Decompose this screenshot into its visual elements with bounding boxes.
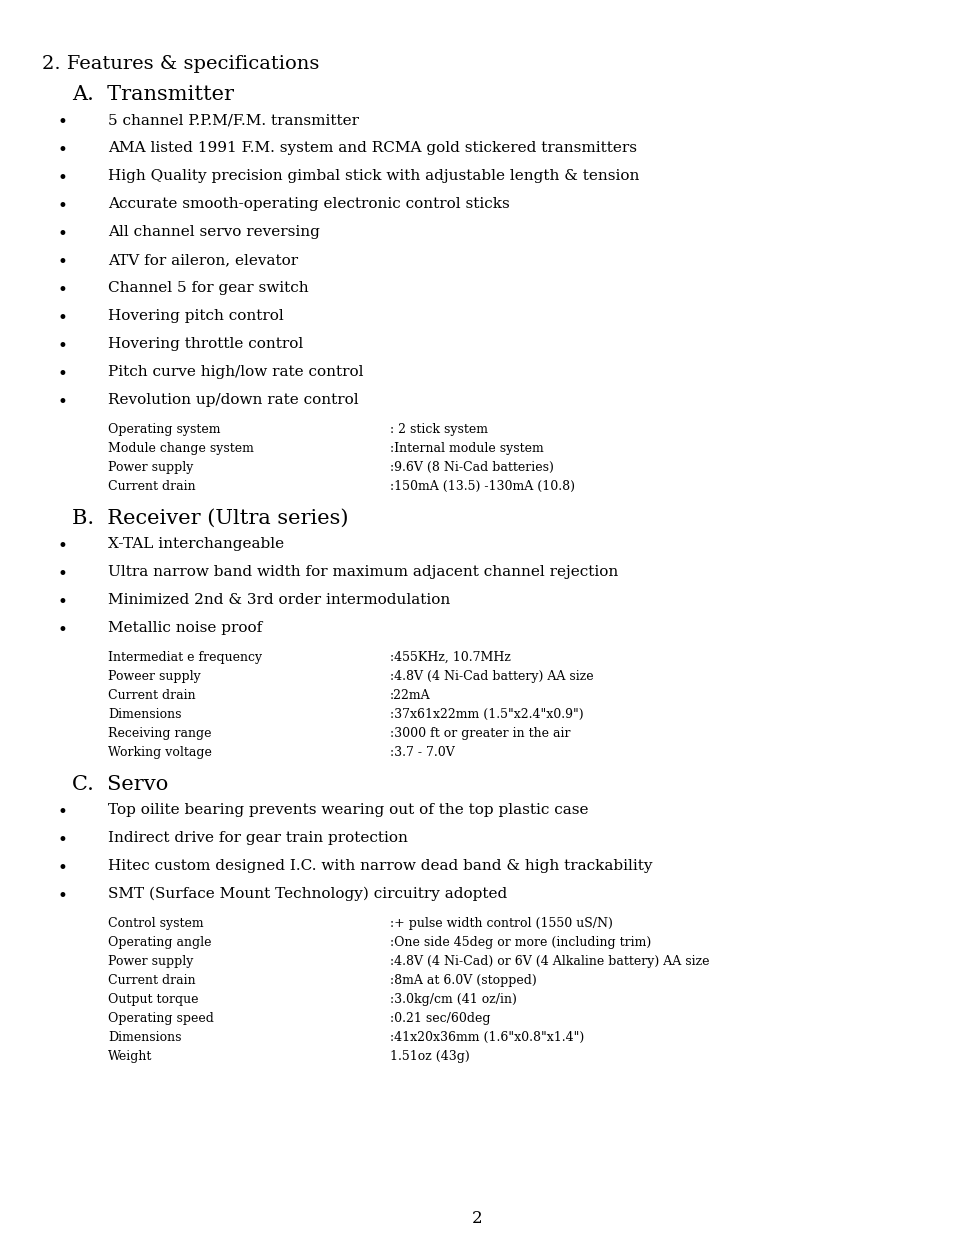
Text: 2. Features & specifications: 2. Features & specifications (42, 56, 319, 73)
Text: C.  Servo: C. Servo (71, 776, 168, 794)
Text: Working voltage: Working voltage (108, 746, 212, 760)
Text: :4.8V (4 Ni-Cad) or 6V (4 Alkaline battery) AA size: :4.8V (4 Ni-Cad) or 6V (4 Alkaline batte… (390, 955, 709, 968)
Text: Dimensions: Dimensions (108, 1031, 181, 1044)
Text: Output torque: Output torque (108, 993, 198, 1007)
Text: Power supply: Power supply (108, 955, 193, 968)
Text: •: • (58, 804, 68, 821)
Text: •: • (58, 366, 68, 383)
Text: Hitec custom designed I.C. with narrow dead band & high trackability: Hitec custom designed I.C. with narrow d… (108, 860, 652, 873)
Text: Accurate smooth-operating electronic control sticks: Accurate smooth-operating electronic con… (108, 198, 509, 211)
Text: •: • (58, 860, 68, 877)
Text: Ultra narrow band width for maximum adjacent channel rejection: Ultra narrow band width for maximum adja… (108, 564, 618, 579)
Text: :0.21 sec/60deg: :0.21 sec/60deg (390, 1011, 490, 1025)
Text: Operating system: Operating system (108, 424, 220, 436)
Text: 1.51oz (43g): 1.51oz (43g) (390, 1050, 469, 1063)
Text: :150mA (13.5) -130mA (10.8): :150mA (13.5) -130mA (10.8) (390, 480, 575, 493)
Text: 2: 2 (471, 1210, 482, 1228)
Text: :One side 45deg or more (including trim): :One side 45deg or more (including trim) (390, 936, 651, 948)
Text: •: • (58, 566, 68, 583)
Text: Top oilite bearing prevents wearing out of the top plastic case: Top oilite bearing prevents wearing out … (108, 803, 588, 818)
Text: 5 channel P.P.M/F.M. transmitter: 5 channel P.P.M/F.M. transmitter (108, 112, 358, 127)
Text: Power supply: Power supply (108, 461, 193, 474)
Text: •: • (58, 538, 68, 555)
Text: AMA listed 1991 F.M. system and RCMA gold stickered transmitters: AMA listed 1991 F.M. system and RCMA gol… (108, 141, 637, 156)
Text: Receiving range: Receiving range (108, 727, 212, 740)
Text: A.  Transmitter: A. Transmitter (71, 85, 233, 104)
Text: SMT (Surface Mount Technology) circuitry adopted: SMT (Surface Mount Technology) circuitry… (108, 887, 507, 902)
Text: :Internal module system: :Internal module system (390, 442, 543, 454)
Text: Hovering throttle control: Hovering throttle control (108, 337, 303, 351)
Text: Control system: Control system (108, 918, 203, 930)
Text: :455KHz, 10.7MHz: :455KHz, 10.7MHz (390, 651, 511, 664)
Text: •: • (58, 226, 68, 243)
Text: •: • (58, 114, 68, 131)
Text: •: • (58, 142, 68, 159)
Text: Indirect drive for gear train protection: Indirect drive for gear train protection (108, 831, 408, 845)
Text: :4.8V (4 Ni-Cad battery) AA size: :4.8V (4 Ni-Cad battery) AA size (390, 671, 593, 683)
Text: :3.7 - 7.0V: :3.7 - 7.0V (390, 746, 455, 760)
Text: :41x20x36mm (1.6"x0.8"x1.4"): :41x20x36mm (1.6"x0.8"x1.4") (390, 1031, 583, 1044)
Text: Weight: Weight (108, 1050, 152, 1063)
Text: Poweer supply: Poweer supply (108, 671, 200, 683)
Text: •: • (58, 594, 68, 611)
Text: :3000 ft or greater in the air: :3000 ft or greater in the air (390, 727, 570, 740)
Text: Revolution up/down rate control: Revolution up/down rate control (108, 393, 358, 408)
Text: Channel 5 for gear switch: Channel 5 for gear switch (108, 282, 309, 295)
Text: All channel servo reversing: All channel servo reversing (108, 225, 319, 240)
Text: Module change system: Module change system (108, 442, 253, 454)
Text: :3.0kg/cm (41 oz/in): :3.0kg/cm (41 oz/in) (390, 993, 517, 1007)
Text: : 2 stick system: : 2 stick system (390, 424, 488, 436)
Text: Dimensions: Dimensions (108, 708, 181, 721)
Text: Current drain: Current drain (108, 974, 195, 987)
Text: Metallic noise proof: Metallic noise proof (108, 621, 262, 635)
Text: :22mA: :22mA (390, 689, 430, 701)
Text: :8mA at 6.0V (stopped): :8mA at 6.0V (stopped) (390, 974, 537, 987)
Text: Pitch curve high/low rate control: Pitch curve high/low rate control (108, 366, 363, 379)
Text: Current drain: Current drain (108, 689, 195, 701)
Text: :37x61x22mm (1.5"x2.4"x0.9"): :37x61x22mm (1.5"x2.4"x0.9") (390, 708, 583, 721)
Text: X-TAL interchangeable: X-TAL interchangeable (108, 537, 284, 551)
Text: •: • (58, 170, 68, 186)
Text: •: • (58, 394, 68, 411)
Text: High Quality precision gimbal stick with adjustable length & tension: High Quality precision gimbal stick with… (108, 169, 639, 183)
Text: Intermediat e frequency: Intermediat e frequency (108, 651, 262, 664)
Text: •: • (58, 282, 68, 299)
Text: :9.6V (8 Ni-Cad batteries): :9.6V (8 Ni-Cad batteries) (390, 461, 554, 474)
Text: B.  Receiver (Ultra series): B. Receiver (Ultra series) (71, 509, 348, 529)
Text: ATV for aileron, elevator: ATV for aileron, elevator (108, 253, 297, 267)
Text: •: • (58, 310, 68, 327)
Text: :+ pulse width control (1550 uS/N): :+ pulse width control (1550 uS/N) (390, 918, 612, 930)
Text: •: • (58, 338, 68, 354)
Text: Operating angle: Operating angle (108, 936, 212, 948)
Text: •: • (58, 254, 68, 270)
Text: Hovering pitch control: Hovering pitch control (108, 309, 283, 324)
Text: Current drain: Current drain (108, 480, 195, 493)
Text: •: • (58, 832, 68, 848)
Text: •: • (58, 622, 68, 638)
Text: •: • (58, 888, 68, 905)
Text: •: • (58, 198, 68, 215)
Text: Minimized 2nd & 3rd order intermodulation: Minimized 2nd & 3rd order intermodulatio… (108, 593, 450, 606)
Text: Operating speed: Operating speed (108, 1011, 213, 1025)
